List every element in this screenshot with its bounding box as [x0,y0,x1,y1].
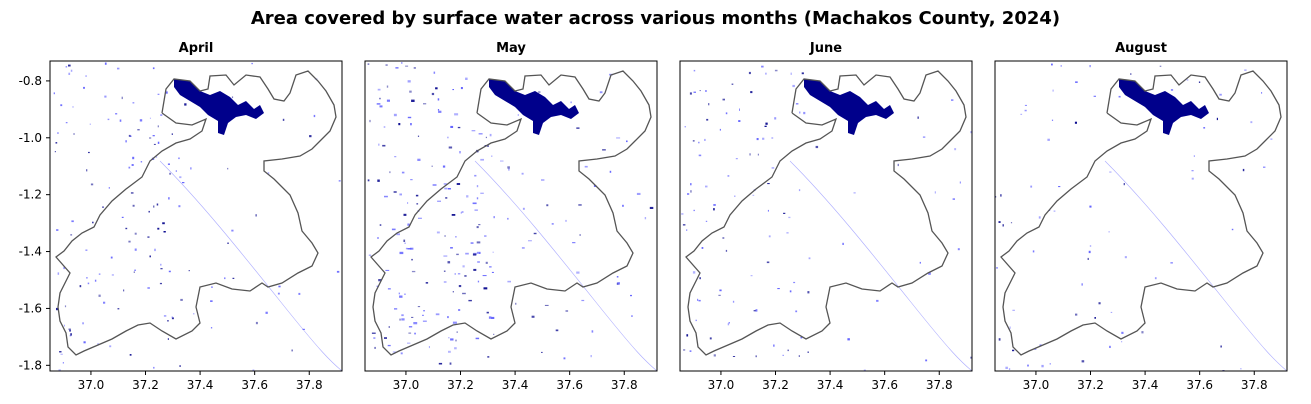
x-tick-label: 37.4 [817,378,844,392]
map-frame [679,60,973,372]
surface-water-layer [681,65,972,371]
surface-water-layer [995,63,1287,371]
x-tick-label: 37.4 [1132,378,1159,392]
x-tick-label: 37.0 [1023,378,1050,392]
x-tick-label: 37.6 [241,378,268,392]
map-panel-june: June 37.0 37.2 37.4 37.6 37.8 [679,41,973,392]
surface-water-layer [53,62,342,371]
x-tick-label: 37.2 [447,378,474,392]
x-tick-label: 37.0 [708,378,735,392]
map-frame [49,60,343,372]
x-tick-label: 37.8 [611,378,638,392]
x-tick-label: 37.6 [1186,378,1213,392]
x-tick-label: 37.6 [556,378,583,392]
y-tick-label: -1.6 [19,301,42,315]
reservoir-water [174,79,264,135]
x-tick-label: 37.2 [132,378,159,392]
surface-water-layer [367,62,657,371]
reservoir-water [1119,79,1209,135]
panel-title: April [179,41,214,56]
map-panel-april: April 37.0 37.2 37.4 37.6 37.8 -0.8 -1.0 -1.2 -1.… [19,41,343,392]
x-tick-label: 37.4 [502,378,529,392]
x-tick-label: 37.2 [1077,378,1104,392]
map-frame [994,60,1288,372]
x-tick-label: 37.0 [393,378,420,392]
map-panel-may: May 37.0 37.2 37.4 37.6 37.8 [364,41,658,392]
y-tick-label: -1.2 [19,188,42,202]
reservoir-water [489,79,579,135]
y-tick-label: -0.8 [19,74,42,88]
county-boundary [1000,70,1282,356]
y-tick-label: -1.4 [19,245,42,259]
x-tick-label: 37.0 [78,378,105,392]
county-boundary [685,70,967,356]
panel-title: June [809,41,842,56]
x-tick-label: 37.2 [762,378,789,392]
map-frame [364,60,658,372]
x-tick-label: 37.8 [926,378,953,392]
x-tick-label: 37.8 [296,378,323,392]
y-tick-label: -1.8 [19,358,42,372]
county-boundary [55,70,337,356]
county-boundary [370,70,652,356]
reservoir-water [804,79,894,135]
panel-title: August [1115,41,1167,56]
x-tick-label: 37.6 [871,378,898,392]
y-tick-label: -1.0 [19,131,42,145]
panel-title: May [496,41,526,56]
x-tick-label: 37.8 [1241,378,1268,392]
x-tick-label: 37.4 [187,378,214,392]
map-panel-august: August 37.0 37.2 37.4 37.6 37.8 [994,41,1288,392]
figure-title: Area covered by surface water across var… [250,8,1061,29]
